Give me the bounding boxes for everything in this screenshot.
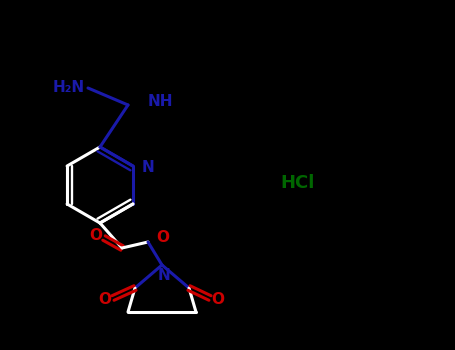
Text: N: N: [157, 268, 170, 283]
Text: O: O: [212, 293, 224, 308]
Text: O: O: [156, 231, 169, 245]
Text: N: N: [142, 160, 155, 175]
Text: HCl: HCl: [281, 174, 315, 192]
Text: H₂N: H₂N: [53, 79, 85, 94]
Text: NH: NH: [148, 93, 173, 108]
Text: O: O: [90, 228, 102, 243]
Text: O: O: [98, 293, 111, 308]
